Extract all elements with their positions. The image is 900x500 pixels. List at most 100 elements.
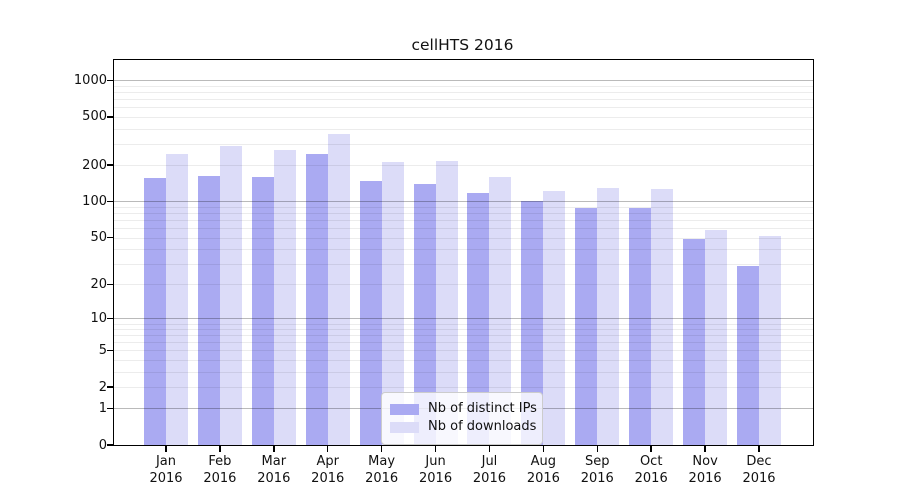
x-axis-tick [488, 446, 491, 452]
x-axis-tick [380, 446, 383, 452]
gridline-7 [114, 335, 813, 337]
y-axis-tick [107, 317, 113, 320]
gridline-20 [114, 284, 813, 286]
bar-ips-jul [467, 192, 490, 445]
y-axis-tick [107, 116, 113, 118]
x-axis-tick-year: 2016 [149, 471, 183, 486]
bar-ips-dec [737, 265, 759, 445]
y-axis-tick-label: 1000 [73, 72, 107, 88]
x-axis-tick-label: Jun 2016 [401, 453, 471, 487]
gridline-80 [114, 213, 813, 215]
gridline-10 [114, 318, 813, 320]
legend-swatch-downloads [390, 421, 419, 433]
bar-downloads-apr [327, 133, 350, 445]
bar-ips-oct [629, 208, 652, 445]
x-axis-tick-year: 2016 [203, 471, 237, 486]
chart-title: cellHTS 2016 [411, 36, 514, 54]
bar-downloads-may [381, 162, 404, 445]
x-axis-tick-label: Aug 2016 [508, 453, 578, 487]
gridline-30 [114, 263, 813, 265]
x-axis-tick [165, 446, 167, 452]
y-axis-tick [107, 164, 113, 166]
x-axis-tick-year: 2016 [688, 471, 722, 486]
gridline-900 [114, 86, 813, 87]
bar-ips-aug [521, 200, 544, 445]
plot-area: Jan 2016 Feb 2016 Mar 2016 Apr 2016 May 2016 Jun 20… [74, 59, 814, 486]
x-axis-tick-label: Sep 2016 [562, 453, 632, 487]
y-axis-tick-label: 100 [82, 193, 107, 209]
y-axis-tick [107, 386, 113, 388]
x-axis-tick-label: Mar 2016 [239, 453, 309, 487]
bar-ips-may [359, 180, 382, 445]
legend: Nb of distinct IPs Nb of downloads [381, 392, 543, 445]
y-axis-tick-label: 2 [98, 379, 107, 395]
bar-downloads-feb [219, 146, 242, 445]
bar-ips-apr [305, 154, 328, 445]
y-axis-tick [107, 407, 113, 410]
y-axis-tick-label: 200 [82, 157, 107, 173]
y-axis-tick [107, 236, 113, 239]
x-axis-tick [650, 446, 652, 452]
bar-downloads-aug [543, 191, 566, 445]
legend-entry-distinct-ips: Nb of distinct IPs [390, 401, 537, 417]
legend-label-distinct-ips: Nb of distinct IPs [428, 401, 537, 416]
x-axis-tick-label: Feb 2016 [185, 453, 255, 487]
legend-label-downloads: Nb of downloads [428, 419, 537, 434]
gridline-200 [114, 165, 813, 167]
bar-ips-feb [197, 175, 220, 445]
gridline-300 [114, 143, 813, 145]
gridline-700 [114, 99, 813, 101]
x-axis-tick-label: May 2016 [347, 453, 417, 487]
gridline-60 [114, 228, 813, 230]
x-axis-tick [758, 446, 760, 452]
bar-downloads-mar [273, 150, 296, 445]
bar-downloads-jul [489, 176, 512, 445]
x-axis-tick-label: Nov 2016 [670, 453, 740, 487]
gridline-800 [114, 92, 813, 94]
gridline-90 [114, 206, 813, 208]
y-axis-tick-label: 500 [82, 109, 107, 125]
y-axis-tick-label: 20 [90, 276, 107, 292]
gridline-600 [114, 107, 813, 109]
gridline-8 [114, 329, 813, 331]
x-axis-tick-year: 2016 [311, 471, 345, 486]
gridline-500 [114, 116, 813, 118]
y-axis-tick [107, 79, 113, 82]
gridline-40 [114, 249, 813, 251]
x-axis-tick-year: 2016 [580, 471, 614, 486]
bar-ips-jun [413, 183, 436, 445]
bar-ips-nov [683, 238, 706, 445]
y-axis-tick-label: 50 [90, 230, 107, 246]
x-axis-tick-label: Jul 2016 [454, 453, 524, 487]
y-axis-tick-label: 10 [90, 310, 107, 326]
x-axis-tick [434, 446, 437, 452]
bar-ips-jan [144, 177, 166, 445]
x-axis-tick [542, 446, 545, 452]
y-axis-tick [107, 349, 113, 352]
gridline-4 [114, 360, 813, 362]
gridline-9 [114, 323, 813, 325]
gridline-400 [114, 128, 813, 130]
bar-downloads-sep [597, 187, 620, 445]
gridline-100 [114, 201, 813, 203]
x-axis-tick-label: Dec 2016 [724, 453, 794, 487]
x-axis-tick-year: 2016 [526, 471, 560, 486]
gridline-70 [114, 220, 813, 222]
legend-swatch-distinct-ips [390, 403, 419, 415]
y-axis-tick [107, 200, 113, 203]
bar-ips-sep [575, 207, 598, 445]
x-axis-tick [326, 446, 329, 452]
gridline-6 [114, 342, 813, 344]
x-axis-tick [596, 446, 599, 452]
gridline-5 [114, 350, 813, 352]
x-axis-tick-label: Jan 2016 [131, 453, 201, 487]
gridline-50 [114, 237, 813, 239]
y-axis-tick [107, 283, 113, 286]
bar-ips-mar [251, 176, 274, 445]
gridline-2 [114, 387, 813, 389]
y-axis-tick-label: 0 [98, 437, 107, 453]
x-axis-tick-year: 2016 [634, 471, 668, 486]
bar-downloads-oct [651, 189, 674, 445]
x-axis-tick-label: Oct 2016 [616, 453, 686, 487]
